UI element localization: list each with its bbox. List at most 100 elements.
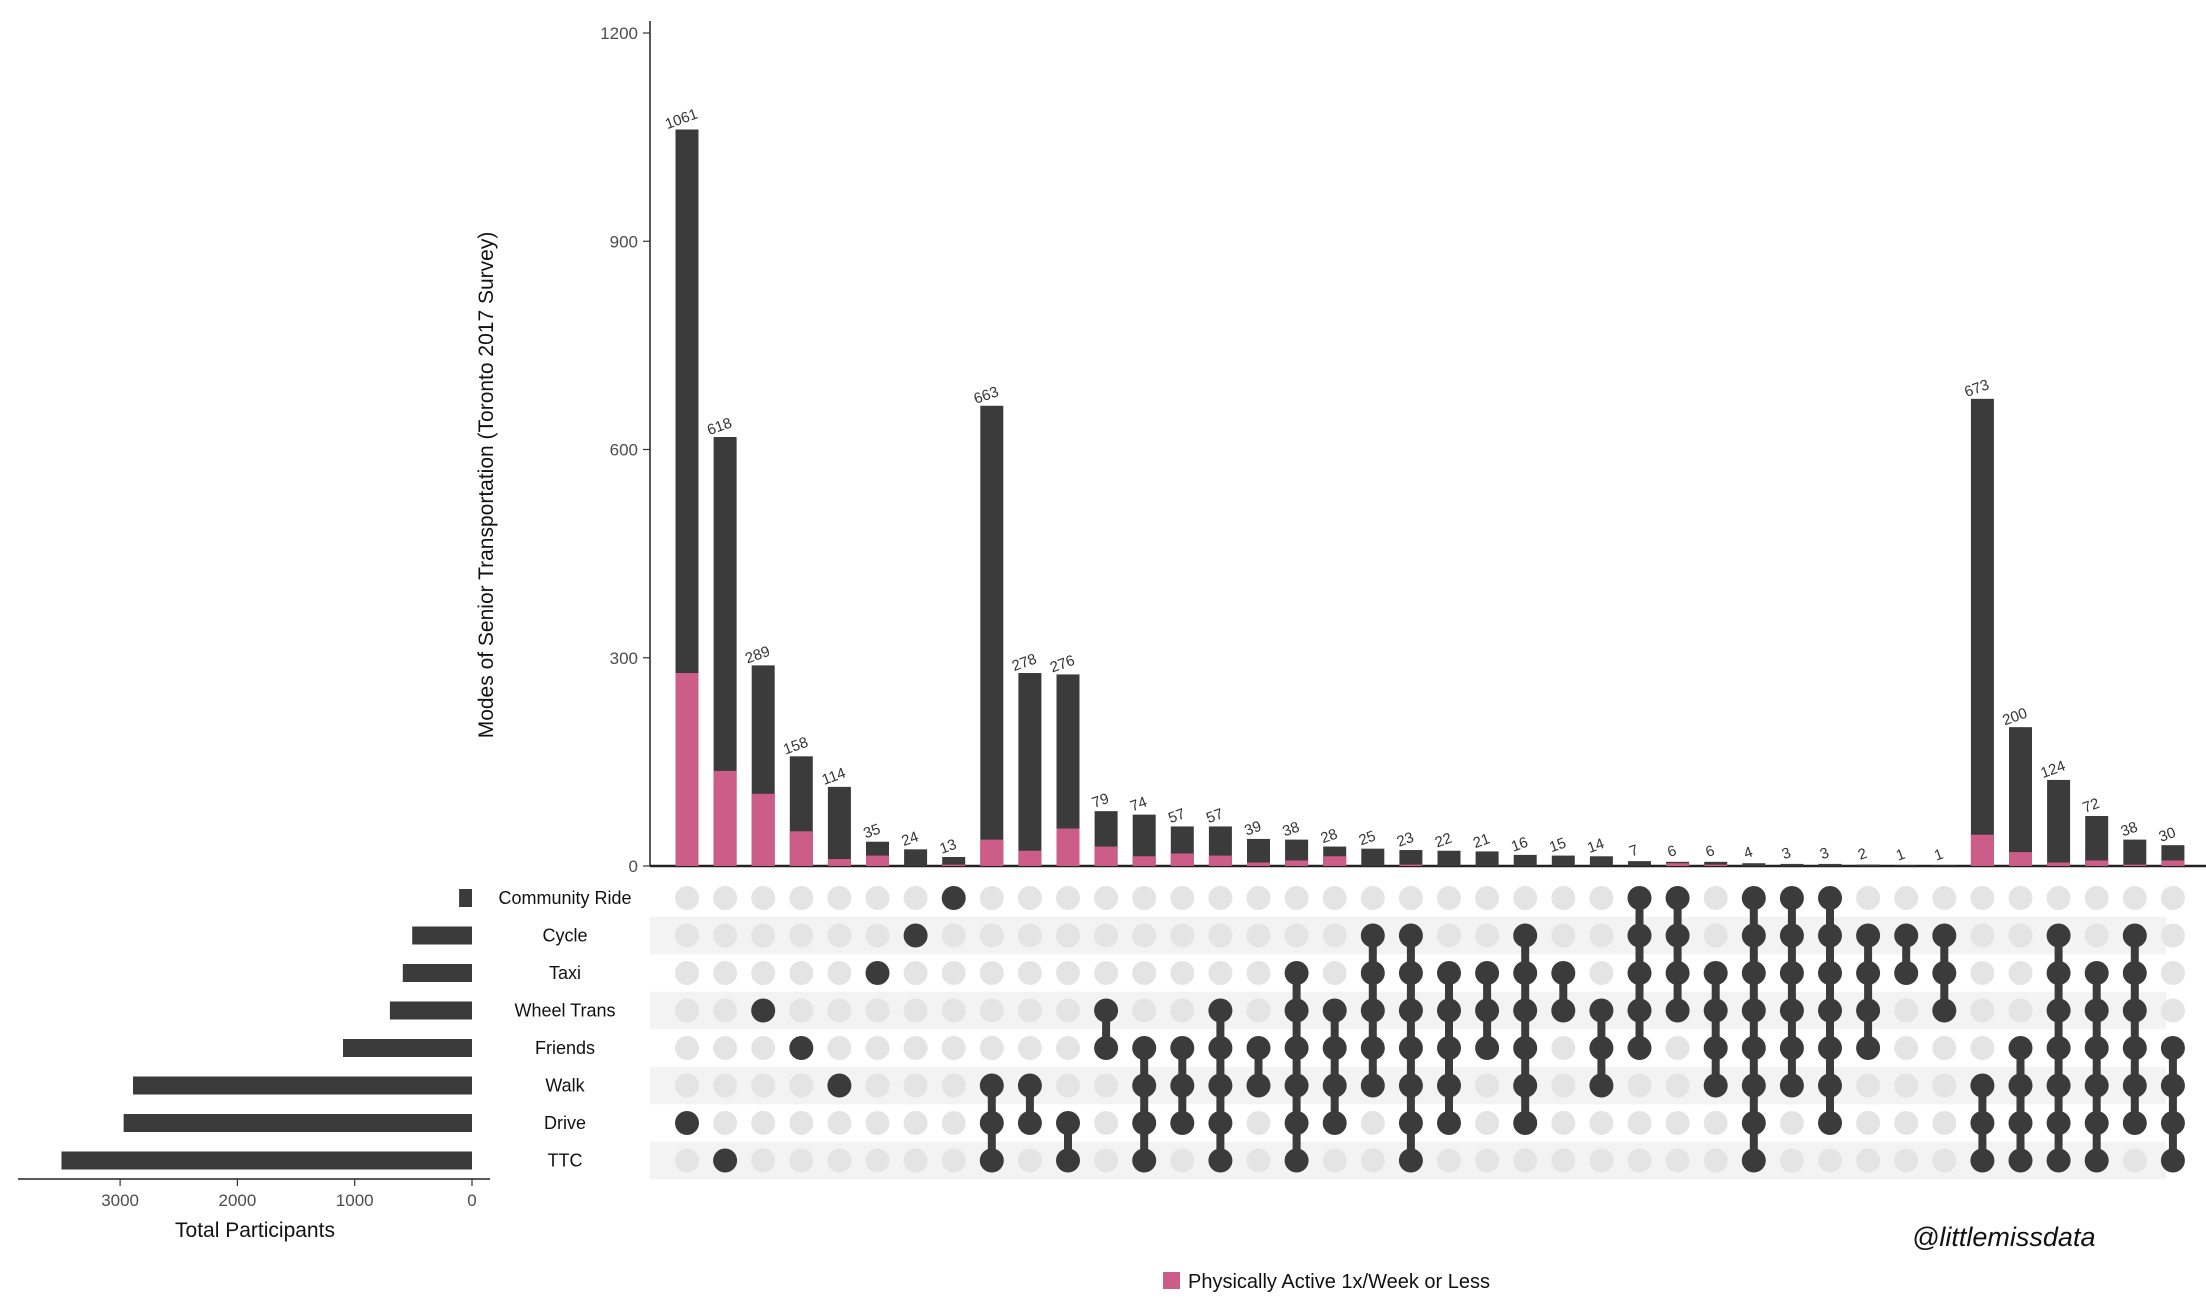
intersection-bar-active — [751, 793, 775, 866]
matrix-dot-active — [675, 1111, 699, 1135]
matrix-dot-active — [1475, 1036, 1500, 1060]
bar-value-label: 663 — [972, 383, 1001, 408]
matrix-dot-inactive — [865, 1148, 890, 1173]
matrix-dot-inactive — [751, 1148, 776, 1173]
matrix-dot-inactive — [1627, 1148, 1652, 1173]
set-label: Drive — [544, 1113, 586, 1133]
matrix-dot-inactive — [1970, 923, 1995, 948]
intersection-bar-total — [1932, 865, 1956, 866]
matrix-dot-inactive — [1246, 998, 1271, 1023]
matrix-dot-active — [2160, 1073, 2185, 1098]
matrix-dot-active — [1818, 1073, 1842, 1098]
matrix-dot-inactive — [751, 1073, 776, 1098]
matrix-dot-inactive — [1589, 1111, 1614, 1135]
intersection-bar-total — [904, 849, 928, 866]
matrix-dot-active — [1170, 1111, 1195, 1135]
matrix-dot-active — [1627, 886, 1652, 910]
matrix-dot-active — [1779, 1073, 1804, 1098]
bar-value-label: 200 — [2000, 705, 2029, 730]
matrix-dot-active — [1284, 1111, 1309, 1135]
matrix-dot-active — [979, 1148, 1004, 1173]
y-axis-title: Modes of Senior Transportation (Toronto … — [475, 232, 498, 739]
matrix-dot-active — [1398, 1111, 1423, 1135]
matrix-dot-inactive — [827, 923, 852, 948]
matrix-dot-active — [1551, 998, 1576, 1023]
matrix-dot-inactive — [903, 961, 928, 985]
matrix-dot-active — [827, 1073, 852, 1098]
matrix-dot-inactive — [1017, 886, 1042, 910]
bar-value-label: 6 — [1665, 842, 1679, 861]
matrix-dot-active — [1360, 923, 1385, 948]
matrix-dot-active — [1741, 961, 1766, 985]
matrix-dot-active — [1398, 1073, 1423, 1098]
matrix-dot-inactive — [2122, 1148, 2147, 1173]
matrix-dot-inactive — [789, 1111, 814, 1135]
matrix-dot-active — [1589, 1073, 1614, 1098]
matrix-dot-inactive — [941, 1036, 966, 1060]
matrix-dot-inactive — [1437, 886, 1461, 910]
set-size-tick-label: 3000 — [101, 1191, 139, 1210]
intersection-bar-total — [1551, 855, 1575, 866]
intersection-bar-total — [1361, 848, 1385, 866]
matrix-dot-inactive — [789, 961, 814, 985]
matrix-dot-inactive — [1513, 1148, 1538, 1173]
bar-value-label: 39 — [1242, 818, 1263, 840]
matrix-dot-inactive — [1208, 886, 1233, 910]
matrix-dot-inactive — [2008, 923, 2033, 948]
matrix-dot-inactive — [2084, 886, 2109, 910]
matrix-dot-inactive — [1703, 1111, 1728, 1135]
set-label: TTC — [548, 1151, 583, 1171]
matrix-dot-inactive — [1894, 1148, 1919, 1173]
set-label: Taxi — [549, 963, 581, 983]
matrix-dot-active — [1665, 961, 1690, 985]
set-size-tick-label: 2000 — [218, 1191, 256, 1210]
matrix-dot-inactive — [827, 961, 852, 985]
matrix-dot-inactive — [1665, 1111, 1690, 1135]
matrix-dot-active — [1208, 1148, 1233, 1173]
bar-value-label: 38 — [2119, 819, 2140, 841]
matrix-dot-active — [1741, 923, 1766, 948]
matrix-dot-active — [1741, 1148, 1766, 1173]
matrix-dot-inactive — [903, 1036, 928, 1060]
matrix-dot-inactive — [1932, 1111, 1957, 1135]
matrix-dot-active — [1818, 961, 1842, 985]
matrix-dot-inactive — [1932, 1073, 1957, 1098]
intersection-bar-total — [827, 786, 851, 866]
intersection-bar-total — [1628, 861, 1651, 866]
matrix-dot-inactive — [1970, 998, 1995, 1023]
legend: Physically Active 1x/Week or Less — [1163, 1271, 1490, 1293]
matrix-dot-inactive — [1665, 1148, 1690, 1173]
set-size-bar — [133, 1076, 472, 1095]
matrix-dot-active — [2084, 1036, 2109, 1060]
intersection-bar-total — [1475, 851, 1499, 866]
bar-value-label: 22 — [1433, 830, 1454, 852]
matrix-dot-active — [1513, 923, 1538, 948]
intersection-bar-active — [1704, 864, 1728, 866]
matrix-dot-inactive — [1056, 886, 1080, 910]
matrix-dot-active — [713, 1148, 738, 1173]
matrix-dot-inactive — [751, 961, 776, 985]
bar-value-label: 57 — [1166, 805, 1187, 827]
matrix-dot-active — [1056, 1111, 1080, 1135]
intersection-bar-active — [2123, 864, 2147, 866]
y-tick-label: 900 — [610, 232, 638, 251]
intersection-bar-active — [1970, 834, 1994, 866]
matrix-dot-inactive — [2122, 886, 2147, 910]
bar-value-label: 38 — [1280, 819, 1301, 841]
matrix-dot-inactive — [1094, 886, 1119, 910]
matrix-dot-active — [2046, 1148, 2071, 1173]
matrix-dot-active — [1170, 1036, 1195, 1060]
legend-label: Physically Active 1x/Week or Less — [1188, 1271, 1490, 1293]
set-size-axis-title: Total Participants — [175, 1219, 335, 1242]
matrix-dot-active — [1627, 923, 1652, 948]
matrix-dot-active — [1475, 998, 1500, 1023]
bar-value-label: 24 — [899, 828, 920, 850]
matrix-dot-inactive — [1932, 1036, 1957, 1060]
matrix-dot-active — [1132, 1036, 1157, 1060]
intersection-bar-total — [1589, 856, 1613, 866]
matrix-dot-active — [2122, 1073, 2147, 1098]
matrix-dot-inactive — [979, 886, 1004, 910]
matrix-dot-inactive — [1703, 923, 1728, 948]
matrix-dot-inactive — [1627, 1073, 1652, 1098]
